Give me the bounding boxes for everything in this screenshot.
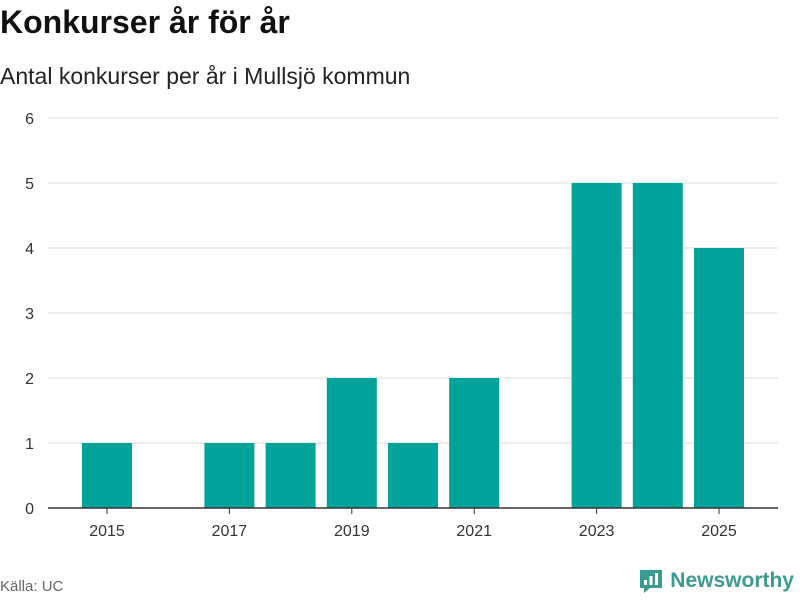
y-tick-label: 1 <box>25 436 34 453</box>
chart-title: Konkurser år för år <box>0 4 290 40</box>
bar-chart: 0 1 2 3 4 5 6 2015 2017 2019 2021 2023 2025 <box>25 111 778 540</box>
y-tick-label: 4 <box>25 241 34 258</box>
y-tick-label: 6 <box>25 111 34 128</box>
x-tick-label: 2023 <box>579 523 615 540</box>
x-tick-label: 2021 <box>456 523 492 540</box>
bar-2024 <box>632 183 683 508</box>
x-tick-label: 2015 <box>89 523 125 540</box>
bar-2018 <box>265 443 316 508</box>
bar-2023 <box>571 183 622 508</box>
bar-2019 <box>326 378 377 508</box>
bar-2017 <box>204 443 255 508</box>
y-tick-label: 2 <box>25 371 34 388</box>
y-tick-label: 0 <box>25 501 34 518</box>
brand-logo: Newsworthy <box>638 568 794 594</box>
brand-name: Newsworthy <box>670 569 794 592</box>
newsworthy-logo-icon <box>640 570 663 593</box>
y-tick-label: 3 <box>25 306 34 323</box>
chart-subtitle: Antal konkurser per år i Mullsjö kommun <box>0 63 411 89</box>
bar-2025 <box>694 248 744 508</box>
source-note: Källa: UC <box>0 578 64 595</box>
bar-2015 <box>82 443 132 508</box>
x-tick-label: 2025 <box>701 523 737 540</box>
x-tick-label: 2017 <box>212 523 248 540</box>
x-tick-label: 2019 <box>334 523 370 540</box>
bar-2021 <box>449 378 500 508</box>
bar-2020 <box>388 443 438 508</box>
y-tick-label: 5 <box>25 176 34 193</box>
